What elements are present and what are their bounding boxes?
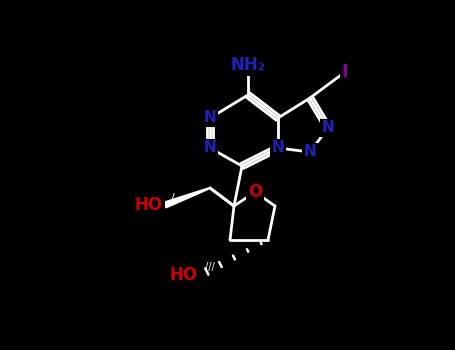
Text: N: N <box>204 111 217 126</box>
Text: NH₂: NH₂ <box>231 56 266 74</box>
Text: ///: /// <box>205 262 215 272</box>
Text: N: N <box>322 120 334 135</box>
Polygon shape <box>164 188 210 208</box>
Text: HO: HO <box>170 266 198 284</box>
Text: I: I <box>342 63 349 81</box>
Text: N: N <box>303 145 316 160</box>
Text: N: N <box>204 140 217 155</box>
Text: O: O <box>248 183 262 201</box>
Text: HO: HO <box>135 196 163 214</box>
Text: N: N <box>272 140 284 155</box>
Text: /: / <box>171 193 175 203</box>
